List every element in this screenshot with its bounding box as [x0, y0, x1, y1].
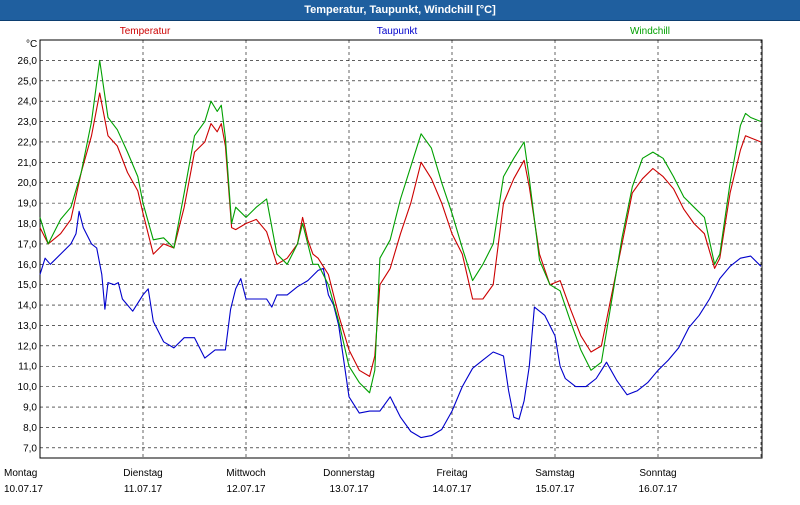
grid-lines: [40, 40, 762, 458]
series-line-taupunkt: [39, 210, 762, 439]
y-axis: °C 7,0 8,0 9,0 10,0 11,0 12,0 13,0 14,0 15,0 16,0…: [18, 39, 38, 454]
day-date-label: 15.07.17: [536, 484, 575, 495]
y-tick-label: 8,0: [23, 423, 37, 434]
day-name-label: Samstag: [535, 468, 574, 479]
y-tick-label: 23,0: [18, 117, 38, 128]
y-tick-label: 22,0: [18, 137, 38, 148]
y-tick-label: 9,0: [23, 403, 37, 414]
y-tick-label: 14,0: [18, 301, 38, 312]
day-date-label: 14.07.17: [433, 484, 472, 495]
legend: Temperatur Taupunkt Windchill: [120, 26, 670, 37]
day-name-label: Montag: [4, 468, 37, 479]
y-tick-label: 25,0: [18, 76, 38, 87]
plot-frame: [39, 39, 763, 459]
temperature-line-chart: °C 7,0 8,0 9,0 10,0 11,0 12,0 13,0 14,0 15,0 16,0…: [4, 26, 763, 495]
y-tick-label: 7,0: [23, 443, 37, 454]
y-tick-label: 12,0: [18, 341, 38, 352]
y-tick-label: 13,0: [18, 321, 38, 332]
legend-entry: Taupunkt: [377, 26, 418, 37]
x-axis: Montag 10.07.17 Dienstag 11.07.17 Mittwoch 12…: [4, 468, 678, 495]
day-date-label: 13.07.17: [330, 484, 369, 495]
legend-entry: Windchill: [630, 26, 670, 37]
y-tick-label: 21,0: [18, 158, 38, 169]
y-tick-label: 18,0: [18, 219, 38, 230]
day-date-label: 11.07.17: [124, 484, 163, 495]
day-date-label: 16.07.17: [639, 484, 678, 495]
y-tick-label: 26,0: [18, 56, 38, 67]
day-date-label: 10.07.17: [4, 484, 43, 495]
y-tick-label: 19,0: [18, 199, 38, 210]
day-name-label: Freitag: [436, 468, 467, 479]
day-name-label: Mittwoch: [226, 468, 265, 479]
chart-area: °C 7,0 8,0 9,0 10,0 11,0 12,0 13,0 14,0 15,0 16,0…: [0, 21, 800, 500]
y-tick-label: 15,0: [18, 280, 38, 291]
y-tick-label: 10,0: [18, 382, 38, 393]
series-line-windchill: [39, 59, 762, 394]
series-line-temperatur: [39, 92, 762, 377]
y-tick-label: 16,0: [18, 260, 38, 271]
y-tick-label: 24,0: [18, 97, 38, 108]
y-axis-unit: °C: [26, 39, 37, 50]
legend-entry: Temperatur: [120, 26, 171, 37]
y-tick-label: 20,0: [18, 178, 38, 189]
day-date-label: 12.07.17: [227, 484, 266, 495]
data-series: [39, 59, 762, 439]
y-tick-label: 11,0: [18, 362, 37, 373]
window-title: Temperatur, Taupunkt, Windchill [°C]: [0, 0, 800, 21]
day-name-label: Donnerstag: [323, 468, 375, 479]
y-tick-label: 17,0: [18, 239, 38, 250]
day-name-label: Sonntag: [639, 468, 676, 479]
day-name-label: Dienstag: [123, 468, 162, 479]
